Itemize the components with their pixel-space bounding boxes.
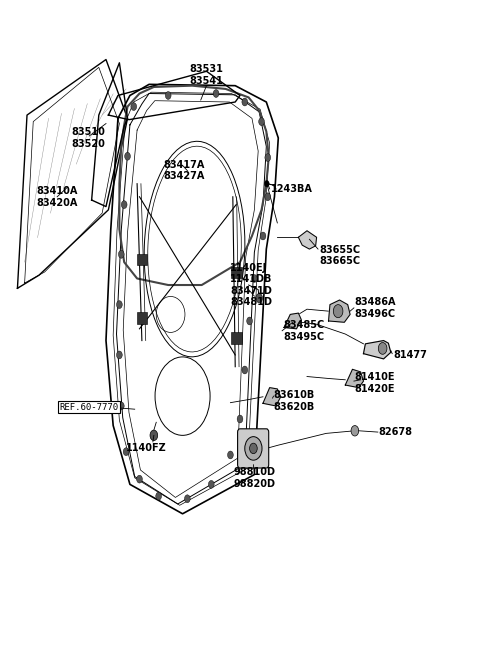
- Polygon shape: [263, 388, 281, 406]
- Circle shape: [213, 90, 219, 98]
- Circle shape: [245, 437, 262, 460]
- Text: 81410E
81420E: 81410E 81420E: [355, 372, 396, 394]
- Text: 98810D
98820D: 98810D 98820D: [233, 467, 276, 489]
- Text: 81477: 81477: [393, 350, 427, 360]
- Circle shape: [117, 301, 122, 309]
- Text: 1140EJ
1141DB
83471D
83481D: 1140EJ 1141DB 83471D 83481D: [230, 263, 273, 307]
- Circle shape: [119, 402, 124, 410]
- Circle shape: [121, 200, 127, 208]
- Circle shape: [156, 492, 161, 500]
- Text: 83531
83541: 83531 83541: [190, 64, 223, 86]
- Circle shape: [242, 98, 248, 106]
- Text: 83486A
83496C: 83486A 83496C: [355, 297, 396, 319]
- Text: 83610B
83620B: 83610B 83620B: [274, 390, 315, 411]
- Circle shape: [378, 343, 387, 354]
- Circle shape: [123, 448, 129, 456]
- Circle shape: [265, 154, 271, 162]
- Circle shape: [333, 305, 343, 318]
- Text: 83655C
83665C: 83655C 83665C: [319, 245, 360, 267]
- Circle shape: [228, 451, 233, 459]
- Circle shape: [125, 153, 131, 160]
- Bar: [231, 267, 242, 278]
- Circle shape: [131, 103, 137, 111]
- FancyBboxPatch shape: [238, 429, 269, 468]
- Circle shape: [119, 250, 124, 258]
- Circle shape: [184, 495, 190, 502]
- Circle shape: [259, 118, 264, 126]
- Polygon shape: [328, 300, 350, 322]
- Circle shape: [237, 415, 243, 423]
- Circle shape: [165, 92, 171, 100]
- Circle shape: [250, 443, 257, 454]
- Text: REF.60-7770: REF.60-7770: [60, 403, 119, 412]
- Circle shape: [256, 293, 263, 303]
- Polygon shape: [363, 341, 391, 359]
- Circle shape: [351, 426, 359, 436]
- Circle shape: [264, 180, 269, 187]
- Polygon shape: [284, 313, 301, 329]
- Circle shape: [242, 366, 248, 374]
- Text: 83485C
83495C: 83485C 83495C: [283, 320, 324, 341]
- Bar: [137, 312, 147, 324]
- Polygon shape: [345, 369, 363, 388]
- Bar: [137, 253, 147, 265]
- Circle shape: [137, 476, 143, 483]
- Text: 83510
83520: 83510 83520: [72, 127, 106, 149]
- Circle shape: [252, 274, 257, 282]
- Text: 82678: 82678: [379, 427, 413, 437]
- Circle shape: [208, 481, 214, 488]
- Text: 83417A
83427A: 83417A 83427A: [163, 160, 205, 181]
- Circle shape: [260, 232, 266, 240]
- Text: 1243BA: 1243BA: [271, 184, 313, 194]
- Circle shape: [247, 317, 252, 325]
- Circle shape: [117, 351, 122, 359]
- Text: 1140FZ: 1140FZ: [126, 443, 167, 453]
- Circle shape: [265, 193, 271, 200]
- Polygon shape: [299, 231, 317, 249]
- Text: 83410A
83420A: 83410A 83420A: [36, 186, 78, 208]
- Circle shape: [150, 430, 157, 441]
- Bar: [231, 332, 242, 344]
